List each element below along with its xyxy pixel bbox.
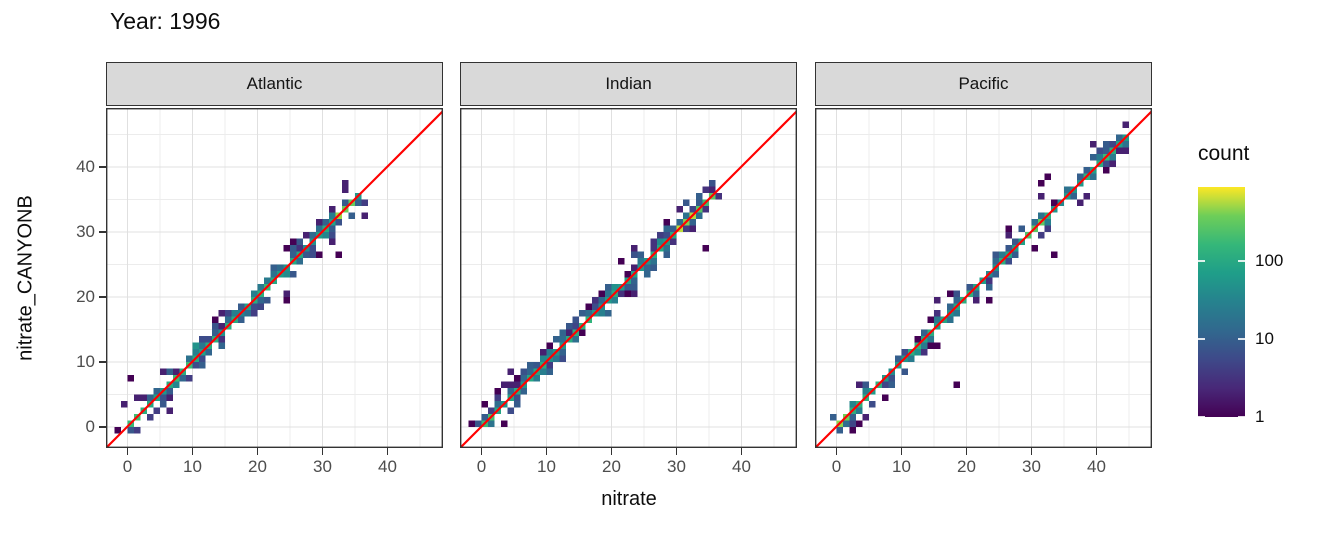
facet-strip-indian: Indian [460,62,797,106]
y-tick-label: 30 [76,222,95,241]
y-axis-tick [99,296,106,298]
gridlines [106,108,443,448]
x-axis-tick [126,448,129,455]
panel-pacific [815,108,1152,448]
x-axis-tick [900,448,903,455]
legend-tick-label: 100 [1255,251,1284,271]
x-axis-tick [191,448,194,455]
x-tick-label: 10 [183,457,202,476]
y-tick-label: 40 [76,157,95,176]
x-tick-label: 20 [248,457,267,476]
identity-line [460,110,797,448]
panel-indian [460,108,797,448]
legend-tick [1198,260,1205,263]
x-tick-label: 40 [1087,457,1106,476]
x-axis-tick [321,448,324,455]
panel-atlantic [106,108,443,448]
x-axis-tick [386,448,389,455]
x-tick-label: 30 [1022,457,1041,476]
legend-tick [1238,260,1245,263]
legend-colorbar [1198,187,1245,417]
facet-strip-pacific: Pacific [815,62,1152,106]
facet-strip-atlantic: Atlantic [106,62,443,106]
x-axis-tick [545,448,548,455]
figure-title: Year: 1996 [110,8,221,34]
identity-line [815,110,1152,448]
y-tick-label: 0 [85,417,95,436]
x-tick-label: 30 [667,457,686,476]
x-axis-tick [1095,448,1098,455]
x-tick-label: 40 [378,457,397,476]
legend-tick [1198,338,1205,340]
x-tick-label: 0 [476,457,487,476]
y-tick-label: 10 [76,352,95,371]
x-tick-label: 10 [892,457,911,476]
x-tick-label: 10 [537,457,556,476]
x-tick-label: 40 [732,457,751,476]
x-axis-title: nitrate [601,488,657,510]
legend-tick-label: 1 [1255,407,1265,426]
legend-tick [1198,416,1205,418]
y-axis-tick [99,231,106,233]
legend-tick [1238,338,1245,340]
x-axis-tick [480,448,483,455]
x-tick-label: 0 [122,457,133,476]
legend-tick [1238,416,1245,418]
x-axis-tick [965,448,968,455]
x-axis-tick [835,448,838,455]
x-axis-tick [256,448,259,455]
y-axis-tick [99,426,106,428]
x-tick-label: 20 [602,457,621,476]
x-axis-tick [675,448,678,455]
y-axis-tick [99,361,106,363]
x-axis-tick [610,448,613,455]
x-axis-tick [1030,448,1033,455]
identity-line [106,110,443,448]
legend-title: count [1198,142,1250,165]
legend: count 100 10 1 [1198,142,1344,442]
y-axis-title: nitrate_CANYONB [14,195,37,361]
x-tick-label: 0 [831,457,842,476]
x-axis-tick [740,448,743,455]
x-tick-label: 30 [313,457,332,476]
y-axis-tick [99,166,106,168]
legend-tick-label: 10 [1255,329,1274,349]
x-tick-label: 20 [957,457,976,476]
y-tick-label: 20 [76,287,95,306]
